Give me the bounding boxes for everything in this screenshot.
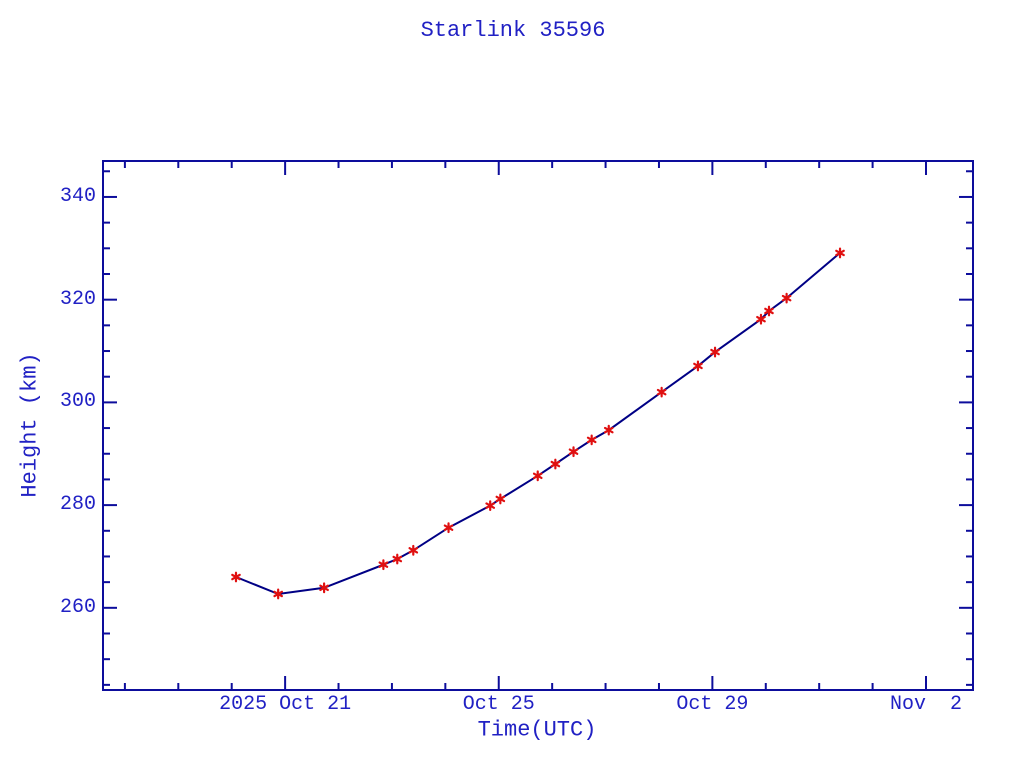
data-point-marker [781, 292, 792, 304]
data-point-marker [532, 470, 543, 482]
y-tick-label: 280 [59, 493, 96, 517]
data-point-marker [656, 386, 667, 398]
y-tick-label: 340 [59, 184, 96, 208]
data-point-marker [586, 434, 597, 446]
x-tick-label: Oct 29 [676, 693, 749, 716]
x-tick-label: Nov 2 [889, 693, 963, 716]
data-point-marker [273, 588, 283, 600]
data-point-marker [378, 559, 389, 571]
data-point-marker [550, 458, 561, 470]
data-point-marker [693, 360, 703, 372]
plot-frame [102, 160, 974, 691]
data-point-marker [568, 446, 579, 458]
data-point-marker [231, 571, 241, 583]
data-point-marker [485, 500, 496, 512]
x-tick-label: 2025 Oct 21 [219, 693, 352, 716]
data-point-marker [495, 493, 506, 505]
data-point-marker [710, 346, 720, 358]
data-point-marker [319, 582, 329, 594]
data-point-marker [764, 305, 774, 317]
chart-title: Starlink 35596 [420, 18, 606, 43]
y-tick-label: 260 [59, 595, 96, 619]
data-point-marker [603, 424, 614, 436]
x-axis-title: Time(UTC) [477, 717, 597, 743]
data-point-marker [443, 522, 454, 534]
y-tick-label: 300 [59, 390, 96, 414]
data-point-marker [392, 553, 403, 565]
y-tick-label: 320 [59, 287, 96, 311]
data-series-line [235, 252, 841, 596]
data-point-marker [835, 247, 845, 259]
data-point-marker [408, 544, 419, 556]
data-point-marker [756, 313, 766, 325]
x-tick-label: Oct 25 [462, 693, 535, 716]
